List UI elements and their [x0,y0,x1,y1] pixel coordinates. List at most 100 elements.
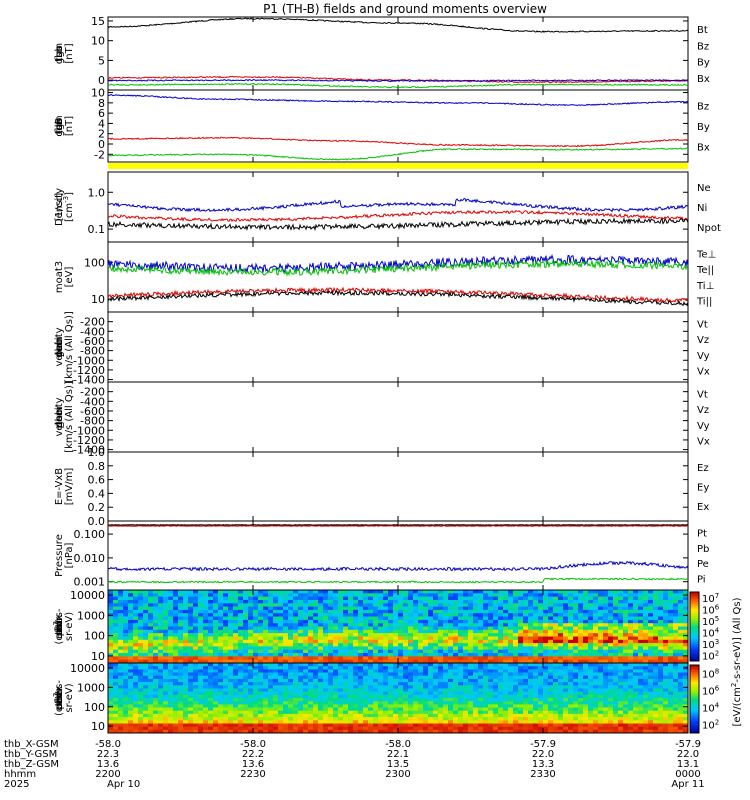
spectrogram-cell [123,720,129,724]
spectrogram-cell [238,685,244,689]
spectrogram-cell [293,653,299,657]
spectrogram-cell [468,633,474,637]
spectrogram-cell [598,646,604,650]
spectrogram-cell [463,629,469,634]
spectrogram-cell [278,593,284,597]
spectrogram-cell [478,609,484,614]
spectrogram-cell [218,613,224,617]
spectrogram-cell [353,666,359,670]
spectrogram-cell [468,623,474,627]
spectrogram-cell [193,600,199,604]
spectrogram-cell [263,698,269,702]
spectrogram-cell [433,600,439,604]
spectrogram-cell [163,723,169,727]
spectrogram-cell [108,717,114,721]
spectrogram-cell [528,682,534,686]
spectrogram-cell [398,710,404,715]
spectrogram-cell [618,616,624,621]
spectrogram-cell [113,603,119,607]
spectrogram-cell [353,636,359,641]
spectrogram-cell [298,694,304,699]
spectrogram-cell [248,603,254,607]
spectrogram-cell [523,606,529,611]
spectrogram-cell [243,646,249,650]
spectrogram-cell [473,672,479,676]
spectrogram-cell [593,606,599,611]
spectrogram-cell [578,672,584,676]
spectrogram-cell [543,649,549,654]
spectrogram-cell [418,613,424,617]
spectrogram-cell [138,659,144,664]
spectrogram-cell [523,678,529,683]
spectrogram-cell [678,609,684,614]
spectrogram-cell [183,694,189,699]
spectrogram-cell [143,633,149,637]
spectrogram-cell [273,713,279,718]
spectrogram-cell [143,636,149,641]
spectrogram-cell [353,717,359,721]
spectrogram-cell [453,729,459,734]
spectrogram-cell [188,694,194,699]
spectrogram-cell [133,649,139,654]
spectrogram-cell [493,603,499,607]
spectrogram-cell [273,653,279,657]
spectrogram-cell [328,593,334,597]
spectrogram-cell [683,609,689,614]
spectrogram-cell [418,656,424,660]
spectrogram-cell [188,626,194,631]
spectrogram-cell [318,704,324,708]
spectrogram-cell [368,613,374,617]
spectrogram-cell [673,636,679,641]
spectrogram-cell [313,707,319,711]
spectrogram-cell [298,729,304,734]
spectrogram-cell [158,603,164,607]
spectrogram-cell [108,672,114,676]
spectrogram-cell [373,675,379,680]
spectrogram-cell [593,616,599,621]
spectrogram-cell [268,682,274,686]
spectrogram-cell [403,623,409,627]
spectrogram-cell [123,726,129,731]
spectrogram-cell [343,609,349,614]
spectrogram-cell [498,623,504,627]
spectrogram-cell [543,701,549,705]
spectrogram-cell [318,726,324,731]
spectrogram-cell [178,720,184,724]
spectrogram-cell [678,653,684,657]
spectrogram-cell [383,593,389,597]
spectrogram-cell [293,646,299,650]
spectrogram-cell [113,723,119,727]
spectrogram-cell [228,609,234,614]
spectrogram-cell [258,682,264,686]
spectrogram-cell [153,600,159,604]
spectrogram-cell [298,678,304,683]
spectrogram-cell [438,609,444,614]
spectrogram-cell [278,626,284,631]
spectrogram-cell [268,659,274,664]
spectrogram-cell [663,639,669,644]
spectrogram-cell [293,713,299,718]
spectrogram-cell [138,616,144,621]
spectrogram-cell [448,675,454,680]
spectrogram-cell [543,710,549,715]
spectrogram-cell [528,619,534,624]
spectrogram-cell [578,649,584,654]
spectrogram-cell [263,616,269,621]
spectrogram-cell [653,600,659,604]
spectrogram-cell [413,666,419,670]
spectrogram-cell [118,707,124,711]
spectrogram-cell [328,698,334,702]
spectrogram-cell [268,723,274,727]
spectrogram-cell [428,616,434,621]
spectrogram-cell [203,646,209,650]
spectrogram-cell [348,636,354,641]
spectrogram-cell [498,593,504,597]
spectrogram-cell [593,623,599,627]
spectrogram-cell [118,694,124,699]
spectrogram-cell [318,663,324,667]
spectrogram-cell [118,623,124,627]
spectrogram-cell [193,596,199,601]
spectrogram-cell [308,717,314,721]
spectrogram-cell [383,717,389,721]
spectrogram-cell [578,713,584,718]
